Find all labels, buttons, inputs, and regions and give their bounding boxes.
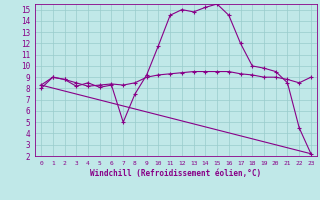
X-axis label: Windchill (Refroidissement éolien,°C): Windchill (Refroidissement éolien,°C) (91, 169, 261, 178)
